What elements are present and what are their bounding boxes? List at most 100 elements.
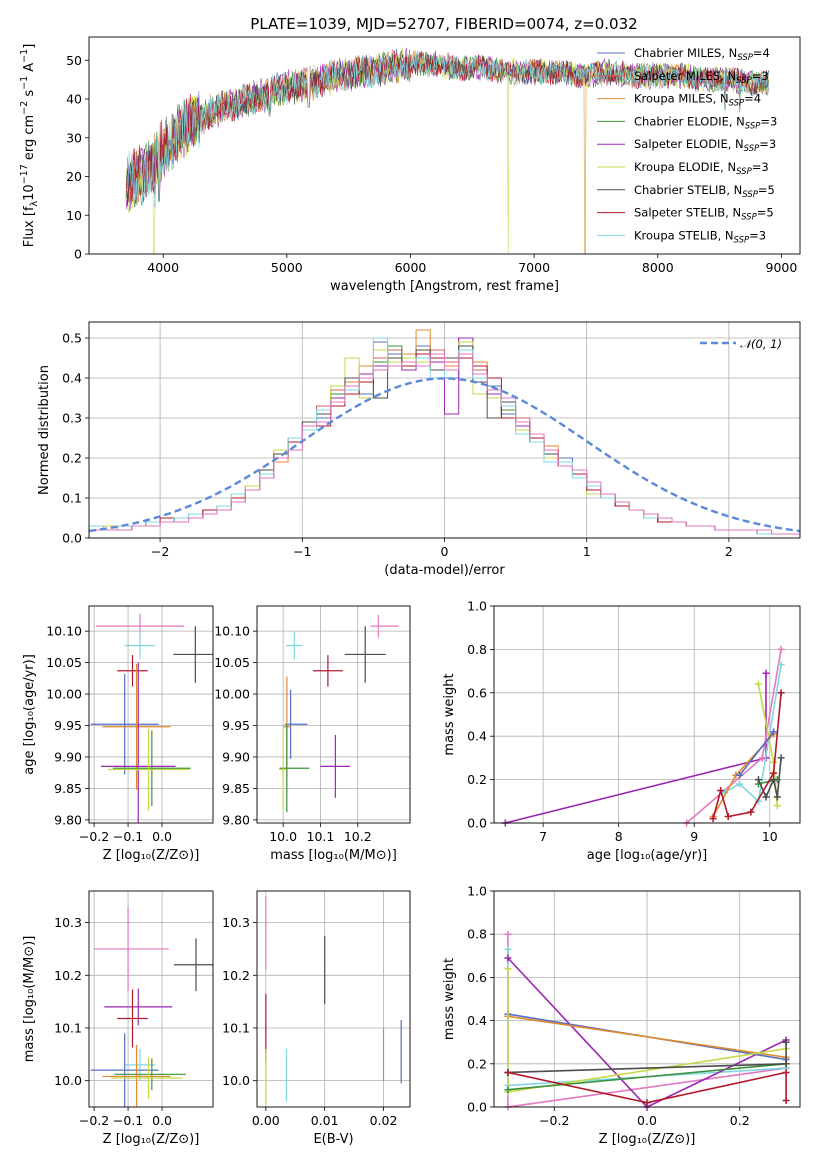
plot-frame — [88, 605, 214, 824]
data-marker — [758, 754, 766, 762]
data-point — [112, 730, 191, 807]
x-tick-label: 0.02 — [370, 1113, 398, 1128]
data-marker — [773, 802, 781, 810]
y-axis-label: mass weight — [442, 673, 457, 755]
normal-curve — [89, 377, 800, 533]
plot-frame — [493, 890, 801, 1108]
data-marker — [777, 645, 785, 653]
y-tick-label: 10.10 — [214, 624, 250, 639]
legend-entry: Salpeter STELIB, NSSP=5 — [634, 206, 774, 223]
errorbars — [279, 614, 399, 813]
y-axis-label: Flux [fλ10−17 erg cm−2 s−1 A−1] — [19, 44, 40, 248]
y-axis-label: Normed distribution — [37, 365, 52, 495]
data-marker — [770, 728, 778, 736]
data-point — [344, 626, 386, 683]
x-tick-label: 0.2 — [730, 1113, 750, 1128]
data-marker — [504, 1086, 512, 1094]
data-point — [284, 689, 308, 759]
weight-line — [724, 664, 782, 803]
histogram-series — [89, 337, 800, 535]
y-tick-label: 0.2 — [62, 451, 82, 466]
legend-entry: Kroupa STELIB, NSSP=3 — [634, 228, 766, 245]
ebv-mass-panel: 0.00 0.01 0.02 10.0 10.1 10.2 10.3 E(B-V) — [222, 890, 411, 1147]
legend-entry: Kroupa ELODIE, NSSP=3 — [634, 160, 769, 177]
x-tick-label: 7000 — [518, 260, 550, 275]
data-marker — [709, 815, 717, 823]
figure-title: PLATE=1039, MJD=52707, FIBERID=0074, z=0… — [250, 15, 637, 33]
data-point — [124, 631, 156, 660]
x-tick-label: 9000 — [766, 260, 798, 275]
data-point — [94, 906, 169, 992]
plot-frame — [256, 605, 411, 824]
y-tick-label: 10.05 — [46, 655, 82, 670]
x-axis-label: mass [log₁₀(M/M⊙)] — [270, 848, 397, 863]
y-axis-label: age [log₁₀(age/yr)] — [22, 654, 37, 775]
y-axis-label-part: −17 — [19, 164, 30, 184]
x-tick-label: 4000 — [147, 260, 179, 275]
legend-entry: Salpeter ELODIE, NSSP=3 — [634, 137, 776, 154]
x-tick-label: 0 — [441, 544, 449, 559]
x-tick-label: −0.2 — [79, 1113, 109, 1128]
data-point — [279, 728, 287, 811]
x-tick-label: 7 — [539, 829, 547, 844]
y-tick-label: 9.80 — [54, 812, 82, 827]
x-axis-label: E(B-V) — [313, 1132, 353, 1147]
data-marker — [504, 930, 512, 938]
x-tick-label: −2 — [151, 544, 169, 559]
x-tick-label: 8 — [615, 829, 623, 844]
data-point — [173, 938, 213, 992]
x-tick-label: 9 — [690, 829, 698, 844]
z-mass-panel: −0.2 −0.1 0.0 10.0 10.1 10.2 10.3 Z [log₁₀(Z/Z⊙… — [22, 890, 214, 1147]
y-tick-label: 50 — [66, 53, 82, 68]
x-axis-label: Z [log₁₀(Z/Z⊙)] — [103, 1132, 200, 1147]
data-point — [312, 655, 343, 687]
plot-frame — [88, 321, 801, 539]
data-point — [107, 728, 190, 811]
y-axis-label-part: A — [22, 63, 37, 76]
residual-histogram-panel: −2 −1 0 1 2 0.0 0.1 0.2 0.3 0.4 0.5 (data-model)/er… — [37, 321, 801, 578]
data-marker — [777, 689, 785, 697]
data-point — [102, 663, 171, 790]
x-tick-label: 10.2 — [344, 829, 372, 844]
legend-entry: Chabrier STELIB, NSSP=5 — [634, 183, 775, 200]
y-axis-label-part: λ — [29, 200, 40, 206]
plot-frame — [88, 36, 801, 255]
y-axis-label: mass weight — [442, 958, 457, 1040]
data-point — [90, 673, 159, 775]
data-point — [320, 734, 351, 798]
x-tick-label: 0.0 — [152, 1113, 172, 1128]
x-tick-label: 0.00 — [252, 1113, 280, 1128]
spectrum-lines — [125, 47, 769, 254]
x-axis-label: wavelength [Angstrom, rest frame] — [330, 279, 559, 294]
weight-lines — [501, 645, 785, 827]
y-axis-label-part: Flux [f — [22, 206, 37, 247]
y-tick-label: 10 — [66, 208, 82, 223]
data-marker — [504, 965, 512, 973]
weight-line — [712, 692, 782, 819]
y-tick-label: 9.95 — [54, 718, 82, 733]
y-tick-label: 0.6 — [467, 970, 487, 985]
data-point — [370, 614, 399, 638]
data-marker — [504, 1068, 512, 1076]
y-axis-label-part: 10 — [22, 184, 37, 201]
y-tick-label: 10.00 — [214, 687, 250, 702]
data-marker — [782, 1038, 790, 1046]
x-tick-label: −0.2 — [79, 829, 109, 844]
y-tick-label: 10.10 — [46, 624, 82, 639]
legend: Chabrier MILES, NSSP=4 Salpeter MILES, NS… — [597, 46, 777, 245]
data-marker — [770, 758, 778, 766]
y-tick-label: 1.0 — [467, 599, 487, 614]
y-axis-label: mass [log₁₀(M/M⊙)] — [22, 936, 37, 1063]
y-tick-label: 0.4 — [467, 1013, 487, 1028]
data-point — [279, 724, 310, 813]
y-tick-label: 0.0 — [467, 1100, 487, 1115]
data-marker — [717, 786, 725, 794]
y-tick-label: 10.3 — [54, 915, 82, 930]
y-tick-label: 0.0 — [467, 816, 487, 831]
y-tick-label: 0.1 — [62, 491, 82, 506]
x-tick-label: −0.2 — [539, 1113, 569, 1128]
x-tick-label: 0.0 — [637, 1113, 657, 1128]
data-point — [100, 662, 176, 823]
errorbars — [90, 906, 213, 1107]
